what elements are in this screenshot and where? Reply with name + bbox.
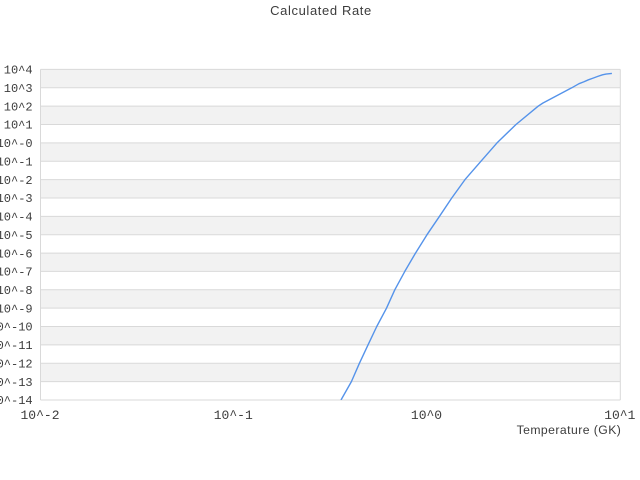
svg-text:10^2: 10^2 xyxy=(4,100,33,114)
svg-text:10^-4: 10^-4 xyxy=(0,211,33,225)
svg-text:10^1: 10^1 xyxy=(604,408,635,423)
svg-text:10^-0: 10^-0 xyxy=(0,137,33,151)
svg-text:10^-1: 10^-1 xyxy=(0,155,33,169)
svg-text:10^-11: 10^-11 xyxy=(0,339,33,353)
svg-text:10^-2: 10^-2 xyxy=(20,408,59,423)
svg-text:10^-3: 10^-3 xyxy=(0,192,33,206)
svg-text:10^-12: 10^-12 xyxy=(0,357,33,371)
svg-text:10^-6: 10^-6 xyxy=(0,247,33,261)
svg-text:10^-13: 10^-13 xyxy=(0,376,33,390)
svg-text:Calculated Rate: Calculated Rate xyxy=(270,3,372,18)
svg-text:Temperature (GK): Temperature (GK) xyxy=(517,423,622,437)
svg-text:10^-10: 10^-10 xyxy=(0,321,33,335)
svg-text:10^-9: 10^-9 xyxy=(0,302,33,316)
svg-text:10^4: 10^4 xyxy=(4,64,33,78)
svg-text:10^1: 10^1 xyxy=(4,119,33,133)
svg-text:10^-14: 10^-14 xyxy=(0,394,33,408)
svg-text:10^3: 10^3 xyxy=(4,82,33,96)
svg-text:10^-5: 10^-5 xyxy=(0,229,33,243)
svg-text:10^-2: 10^-2 xyxy=(0,174,33,188)
svg-text:10^-7: 10^-7 xyxy=(0,266,33,280)
svg-text:10^-1: 10^-1 xyxy=(214,408,253,423)
svg-text:10^0: 10^0 xyxy=(411,408,442,423)
svg-text:10^-8: 10^-8 xyxy=(0,284,33,298)
